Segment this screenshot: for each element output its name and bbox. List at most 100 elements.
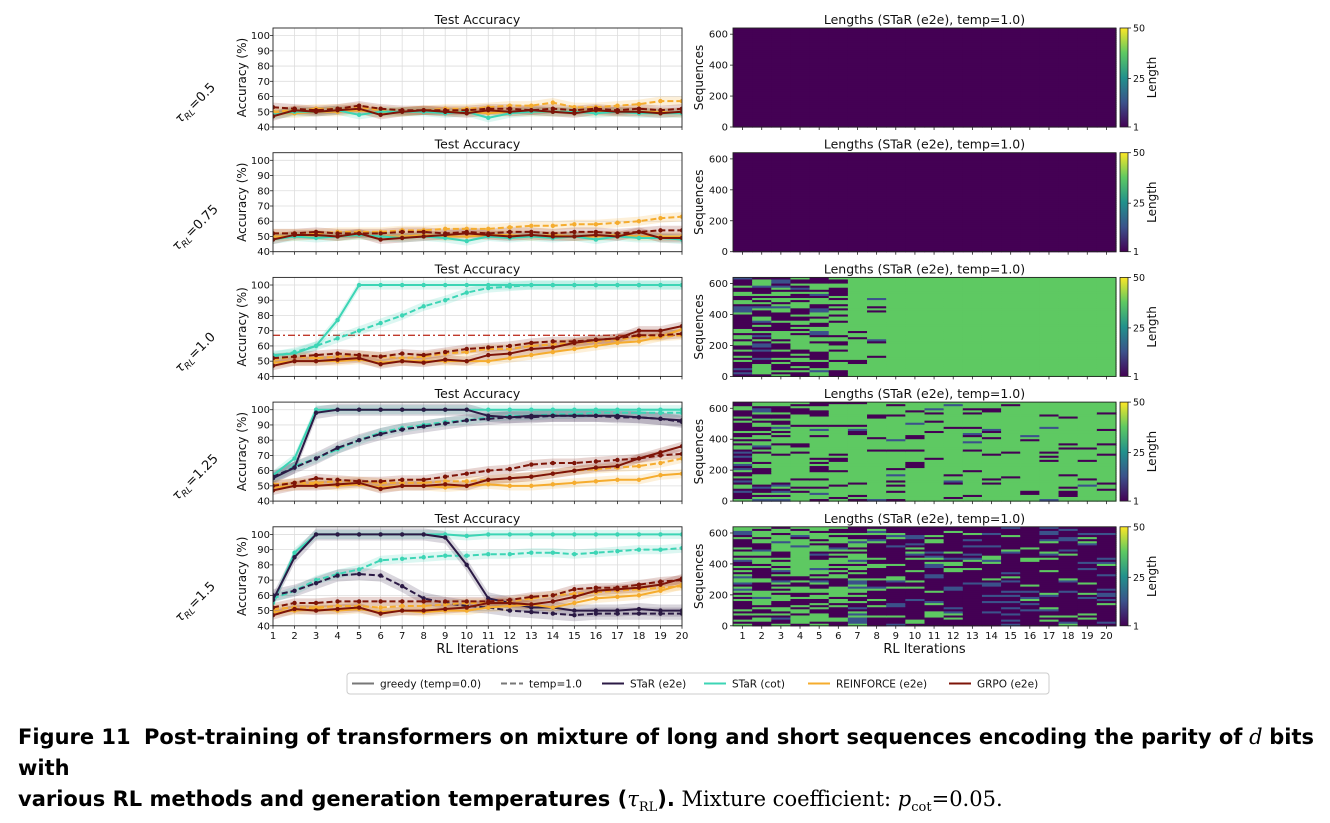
series-group	[271, 404, 684, 495]
series-point	[465, 290, 469, 294]
series-point	[486, 408, 490, 412]
series-point	[637, 333, 641, 337]
accuracy-ylabel: Accuracy (%)	[235, 537, 249, 616]
series-point	[421, 360, 425, 364]
series-point	[572, 552, 576, 556]
lengths-panel-title: Lengths (STaR (e2e), temp=1.0)	[824, 386, 1025, 401]
series-point	[357, 356, 361, 360]
heatmap-y-tick-label: 0	[722, 372, 728, 383]
series-point	[314, 359, 318, 363]
series-point	[400, 236, 404, 240]
series-point	[378, 408, 382, 412]
series-point	[378, 558, 382, 562]
y-tick-label: 100	[251, 405, 270, 416]
series-point	[292, 484, 296, 488]
series-point	[486, 108, 490, 112]
series-point	[465, 554, 469, 558]
series-point	[335, 351, 339, 355]
y-tick-label: 100	[251, 31, 270, 42]
series-point	[615, 341, 619, 345]
series-point	[465, 347, 469, 351]
series-point	[421, 555, 425, 559]
series-point	[400, 110, 404, 114]
heatmap-y-tick-label: 400	[709, 435, 728, 446]
series-point	[594, 459, 598, 463]
series-point	[615, 478, 619, 482]
series-point	[357, 481, 361, 485]
series-point	[551, 283, 555, 287]
series-point	[572, 481, 576, 485]
series-point	[637, 230, 641, 234]
series-point	[443, 357, 447, 361]
series-point	[615, 283, 619, 287]
series-point	[637, 283, 641, 287]
y-tick-label: 70	[257, 326, 270, 337]
series-group	[271, 528, 684, 621]
series-group	[271, 212, 684, 246]
series-point	[357, 329, 361, 333]
series-point	[658, 228, 662, 232]
row-label-tau: τRL=1.25	[169, 451, 223, 505]
series-point	[529, 353, 533, 357]
heatmap-cells	[733, 277, 1117, 377]
series-point	[292, 465, 296, 469]
series-point	[572, 608, 576, 612]
series-point	[465, 534, 469, 538]
series-point	[658, 111, 662, 115]
series-point	[658, 329, 662, 333]
series-point	[335, 532, 339, 536]
series-point	[658, 216, 662, 220]
series-point	[486, 359, 490, 363]
colorbar-label: Length	[1145, 57, 1159, 98]
series-point	[465, 239, 469, 243]
series-point	[292, 108, 296, 112]
series-point	[594, 108, 598, 112]
series-point	[615, 549, 619, 553]
series-point	[551, 471, 555, 475]
series-point	[400, 359, 404, 363]
row-label-tau: τRL=0.5	[172, 80, 220, 128]
series-point	[551, 234, 555, 238]
series-point	[314, 344, 318, 348]
series-point	[551, 482, 555, 486]
series-point	[292, 354, 296, 358]
series-point	[335, 357, 339, 361]
colorbar	[1120, 277, 1128, 376]
series-point	[615, 464, 619, 468]
series-point	[529, 484, 533, 488]
series-point	[400, 427, 404, 431]
series-point	[486, 116, 490, 120]
series-point	[421, 108, 425, 112]
series-point	[378, 237, 382, 241]
series-point	[400, 604, 404, 608]
series-point	[658, 417, 662, 421]
row-label-value: =0.75	[183, 202, 222, 241]
series-point	[357, 438, 361, 442]
y-tick-label: 40	[257, 247, 270, 258]
series-point	[421, 604, 425, 608]
series-point	[357, 572, 361, 576]
series-point	[594, 237, 598, 241]
series-point	[615, 234, 619, 238]
series-point	[508, 552, 512, 556]
series-point	[615, 611, 619, 615]
series-point	[400, 313, 404, 317]
series-point	[443, 482, 447, 486]
y-tick-label: 90	[257, 171, 270, 182]
series-point	[551, 350, 555, 354]
colorbar	[1120, 153, 1128, 252]
series-point	[572, 408, 576, 412]
row-label-value: =1.0	[186, 330, 219, 363]
series-point	[400, 584, 404, 588]
accuracy-ylabel: Accuracy (%)	[235, 38, 249, 117]
series-point	[615, 110, 619, 114]
series-point	[486, 532, 490, 536]
series-point	[508, 230, 512, 234]
series-point	[551, 550, 555, 554]
series-point	[314, 476, 318, 480]
series-point	[529, 283, 533, 287]
colorbar-tick-label: 50	[1133, 273, 1145, 284]
series-point	[529, 408, 533, 412]
series-point	[508, 608, 512, 612]
